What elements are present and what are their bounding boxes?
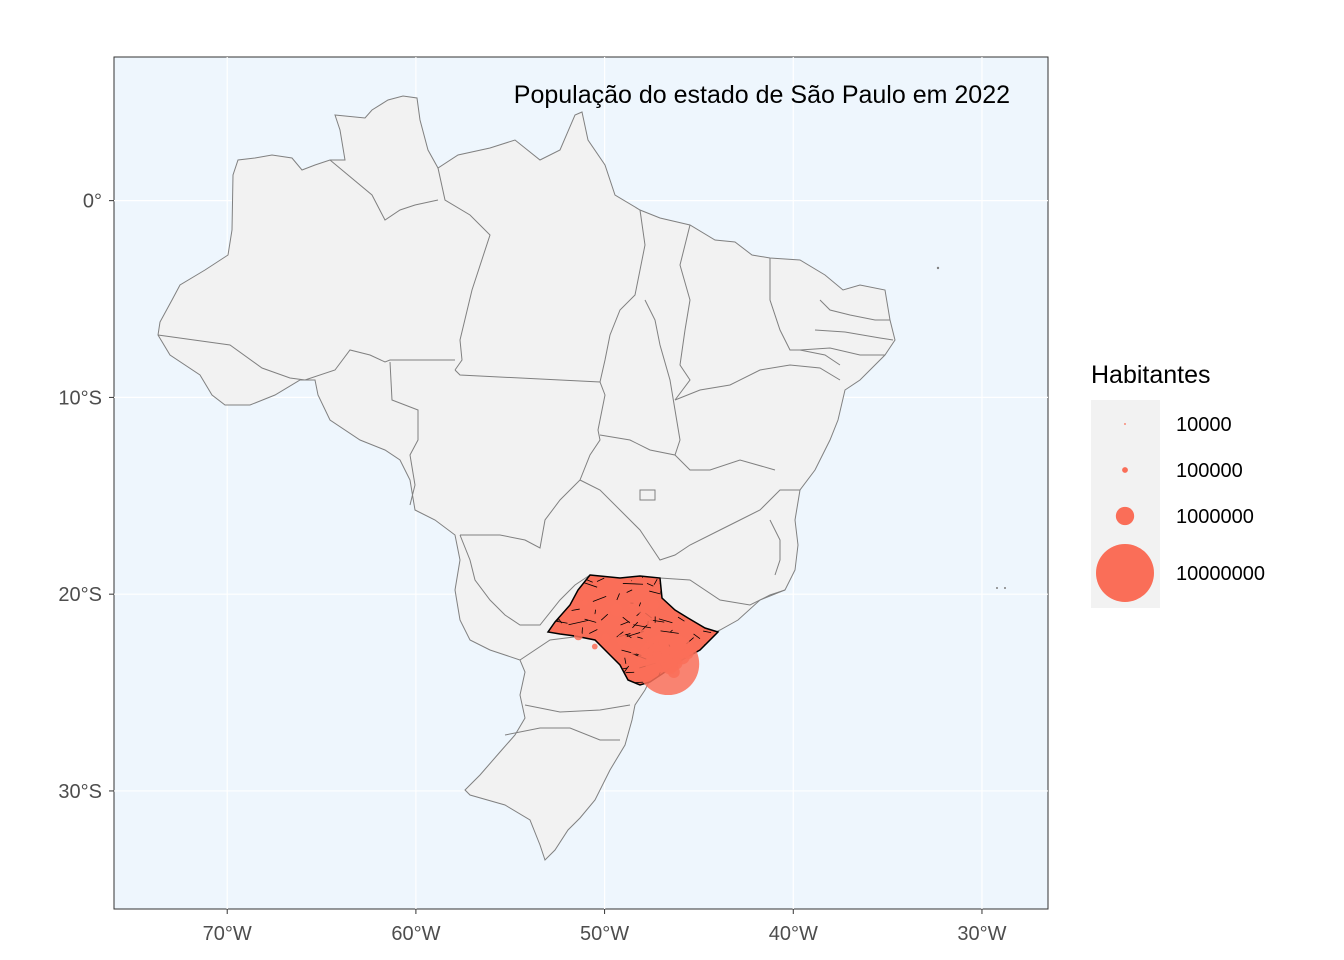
border-pa-ma-to [599, 209, 646, 383]
border-ms [459, 534, 591, 626]
border-am-rr [329, 159, 439, 221]
population-point [638, 609, 654, 626]
municipality-border [703, 630, 712, 634]
border-ba [674, 364, 841, 471]
municipality-border [624, 665, 630, 672]
population-point [651, 643, 661, 653]
municipality-border [620, 621, 630, 626]
legend-title: Habitantes [1091, 361, 1211, 389]
population-point [648, 599, 660, 611]
border-ma-pi [674, 224, 691, 401]
population-point [630, 647, 638, 655]
population-point [592, 613, 601, 622]
border-df [639, 489, 656, 501]
municipality-border [622, 583, 644, 585]
municipality-border [592, 595, 607, 602]
legend-label: 100000 [1176, 460, 1243, 482]
legend-label: 1000000 [1176, 506, 1254, 528]
municipality-border [596, 577, 605, 582]
population-point [683, 648, 694, 659]
municipality-border [660, 630, 679, 634]
population-point [628, 602, 636, 609]
population-point [609, 603, 623, 617]
population-point [667, 666, 680, 679]
municipality-border [633, 624, 651, 629]
municipality-border [594, 609, 596, 615]
municipality-border [626, 589, 633, 593]
municipality-border [653, 579, 658, 585]
population-point [601, 633, 611, 643]
municipality-border [670, 629, 673, 633]
population-point [581, 599, 588, 606]
x-tick-label: 30°W [957, 923, 1006, 945]
population-point [591, 643, 598, 650]
municipality-border [571, 608, 580, 611]
municipality-border [568, 620, 589, 626]
municipality-border [622, 616, 631, 624]
legend-key [1096, 544, 1154, 602]
population-point [616, 634, 628, 646]
municipality-border [616, 593, 620, 601]
x-tick-label: 70°W [203, 923, 252, 945]
municipality-border [616, 631, 624, 638]
legend-key [1122, 467, 1128, 473]
border-ne-small [799, 299, 894, 356]
legend-label: 10000000 [1176, 563, 1265, 585]
x-tick-label: 40°W [769, 923, 818, 945]
border-am-pa [437, 167, 491, 371]
x-axis: 70°W 60°W 50°W 40°W 30°W [203, 909, 1007, 945]
municipality-border [600, 613, 609, 621]
municipality-border [622, 667, 628, 670]
municipality-border [556, 620, 568, 624]
municipality-border [649, 590, 661, 595]
island-marker [996, 587, 998, 589]
x-tick-label: 50°W [580, 923, 629, 945]
y-tick-label: 30°S [58, 781, 102, 803]
population-point [639, 629, 649, 639]
population-points [573, 599, 700, 696]
border-go-mg [579, 479, 800, 561]
border-mt [454, 369, 606, 549]
municipality-border [646, 583, 654, 587]
municipality-border [693, 633, 701, 639]
border-to [599, 299, 681, 456]
municipality-border [624, 657, 627, 664]
municipality-border [677, 616, 685, 622]
population-point [652, 650, 662, 660]
y-axis: 0° 10°S 20°S 30°S [58, 191, 114, 803]
population-point [573, 631, 583, 641]
border-ro-mt [389, 361, 419, 506]
municipality-border [658, 618, 673, 624]
legend-items: 10000 100000 1000000 10000000 [1096, 414, 1265, 602]
island-marker [1004, 587, 1006, 589]
island-marker [936, 266, 940, 270]
municipality-border [638, 602, 641, 607]
legend-key [1124, 423, 1126, 425]
border-mg-rj-es [659, 519, 786, 606]
map-title: População do estado de São Paulo em 2022 [514, 81, 1010, 109]
municipality-border [584, 618, 597, 623]
x-tick-label: 60°W [391, 923, 440, 945]
border-pi-ce [769, 258, 841, 366]
border-sc-rs [504, 727, 620, 741]
y-tick-label: 20°S [58, 584, 102, 606]
state-borders [157, 159, 894, 741]
y-tick-label: 10°S [58, 387, 102, 409]
municipality-border [637, 636, 643, 639]
legend-key [1115, 506, 1135, 526]
legend-label: 10000 [1176, 414, 1232, 436]
brazil-outline [157, 95, 896, 861]
brazil-map [157, 95, 1006, 861]
legend: Habitantes 10000 100000 1000000 10000000 [1091, 361, 1265, 608]
y-tick-label: 0° [83, 191, 102, 213]
border-am-ro-ac [157, 334, 455, 381]
municipality-border [589, 629, 598, 634]
